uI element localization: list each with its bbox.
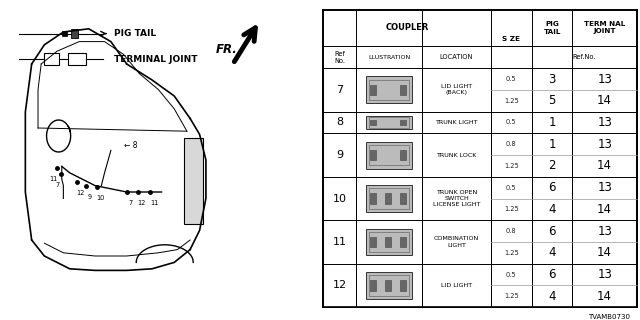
Text: TERMINAL JOINT: TERMINAL JOINT (114, 55, 198, 64)
Text: Ref.No.: Ref.No. (573, 54, 596, 60)
Bar (366, 228, 412, 255)
Text: 1.25: 1.25 (504, 206, 519, 212)
Bar (400, 280, 406, 291)
Text: 6: 6 (548, 181, 556, 194)
Bar (62, 31, 67, 36)
Text: TRUNK OPEN
SWITCH
LICENSE LIGHT: TRUNK OPEN SWITCH LICENSE LIGHT (433, 190, 480, 207)
Text: TRUNK LOCK: TRUNK LOCK (436, 153, 477, 157)
Text: 0.8: 0.8 (506, 141, 516, 147)
Text: 1.25: 1.25 (504, 163, 519, 169)
Text: 14: 14 (597, 203, 612, 216)
Bar (370, 85, 376, 95)
Text: 0.5: 0.5 (506, 185, 516, 191)
Text: 4: 4 (548, 246, 556, 260)
Bar (44, 53, 59, 65)
Text: 7: 7 (336, 85, 343, 95)
Bar (370, 120, 376, 125)
Text: S ZE: S ZE (502, 36, 520, 42)
Bar (370, 150, 376, 160)
Text: 14: 14 (597, 246, 612, 260)
Text: 1.25: 1.25 (504, 250, 519, 256)
Bar (400, 193, 406, 204)
Bar (385, 280, 390, 291)
Text: FR.: FR. (216, 43, 237, 56)
Text: TERM NAL
JOINT: TERM NAL JOINT (584, 21, 625, 35)
Text: 7: 7 (129, 200, 132, 206)
Bar (370, 280, 376, 291)
Text: 1: 1 (548, 116, 556, 129)
Bar (370, 193, 376, 204)
Text: 1: 1 (548, 138, 556, 151)
Text: 9: 9 (87, 194, 92, 200)
Text: LID LIGHT: LID LIGHT (441, 283, 472, 288)
Text: LLUSTRATION: LLUSTRATION (368, 55, 410, 60)
Text: ← 8: ← 8 (124, 141, 137, 150)
Text: 11: 11 (49, 176, 58, 182)
Text: 0.5: 0.5 (506, 119, 516, 125)
Bar (370, 237, 376, 247)
Text: 13: 13 (597, 268, 612, 281)
Bar (366, 272, 412, 299)
Text: LID LIGHT
(BACK): LID LIGHT (BACK) (441, 84, 472, 95)
Text: 13: 13 (597, 225, 612, 238)
Text: 13: 13 (597, 138, 612, 151)
Bar (369, 188, 410, 209)
Text: 1.25: 1.25 (504, 98, 519, 104)
Text: PIG TAIL: PIG TAIL (114, 29, 156, 38)
Bar (369, 117, 410, 128)
Text: 0.5: 0.5 (506, 76, 516, 82)
Bar (366, 76, 412, 103)
Text: 0.5: 0.5 (506, 272, 516, 278)
Text: 5: 5 (548, 94, 556, 107)
Bar (366, 142, 412, 169)
Text: COUPLER: COUPLER (385, 23, 429, 33)
Text: 2: 2 (548, 159, 556, 172)
Bar (369, 80, 410, 100)
Text: 3: 3 (548, 73, 556, 85)
Text: 14: 14 (597, 159, 612, 172)
Text: 4: 4 (548, 290, 556, 303)
Text: 12: 12 (333, 280, 347, 291)
Text: 12: 12 (138, 200, 146, 206)
Text: 14: 14 (597, 290, 612, 303)
Text: 6: 6 (548, 268, 556, 281)
Text: Ref
No.: Ref No. (334, 51, 345, 64)
Text: LOCATION: LOCATION (440, 54, 473, 60)
Text: 13: 13 (597, 116, 612, 129)
Bar (366, 185, 412, 212)
Text: 1.25: 1.25 (504, 293, 519, 299)
Bar (400, 120, 406, 125)
Text: TRUNK LIGHT: TRUNK LIGHT (435, 120, 477, 125)
Text: 12: 12 (76, 190, 84, 196)
Text: 13: 13 (597, 73, 612, 85)
Text: 9: 9 (336, 150, 343, 160)
Text: 11: 11 (333, 237, 347, 247)
Text: PIG
TAIL: PIG TAIL (543, 21, 561, 35)
Bar (68, 53, 86, 65)
Text: 8: 8 (336, 117, 343, 127)
Text: 11: 11 (150, 200, 159, 206)
Bar (400, 85, 406, 95)
Text: TVAMB0730: TVAMB0730 (588, 314, 630, 320)
Bar (385, 237, 390, 247)
Bar (400, 237, 406, 247)
Text: 0.8: 0.8 (506, 228, 516, 234)
Bar (366, 116, 412, 129)
Text: 7: 7 (55, 182, 60, 188)
Bar (369, 145, 410, 165)
Text: 10: 10 (333, 194, 347, 204)
Text: 13: 13 (597, 181, 612, 194)
Bar (400, 150, 406, 160)
Bar (184, 138, 203, 224)
Bar (369, 232, 410, 252)
Text: 6: 6 (548, 225, 556, 238)
Text: COMBINATION
LIGHT: COMBINATION LIGHT (434, 236, 479, 248)
Text: 4: 4 (548, 203, 556, 216)
Bar (369, 275, 410, 296)
Text: 14: 14 (597, 94, 612, 107)
Bar (71, 29, 78, 38)
Text: 10: 10 (96, 195, 104, 201)
Bar (385, 193, 390, 204)
